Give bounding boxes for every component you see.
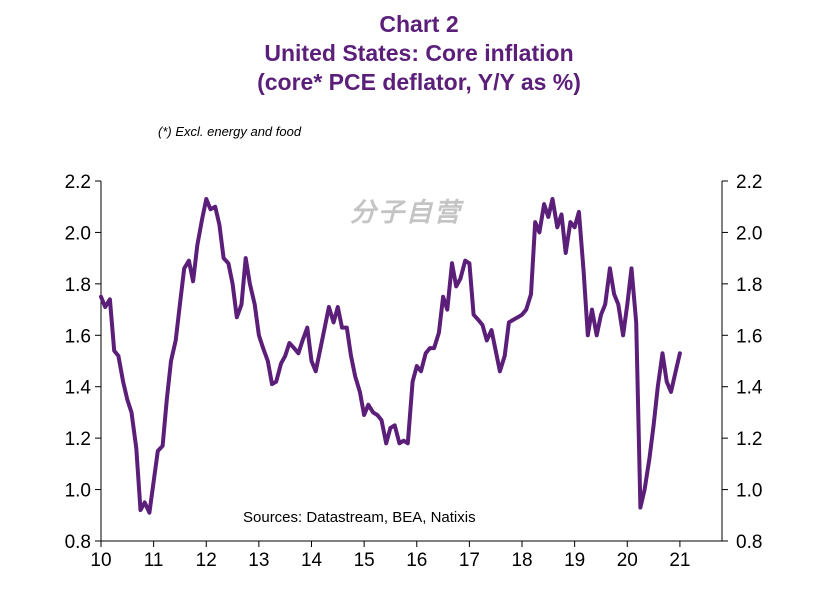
series-layer bbox=[99, 197, 682, 515]
y-tick-label-right: 1.0 bbox=[736, 481, 762, 502]
y-tick-label-left: 2.0 bbox=[65, 223, 91, 244]
x-tick-label: 19 bbox=[564, 550, 585, 571]
x-tick-label: 11 bbox=[144, 550, 164, 571]
y-tick-label-right: 2.2 bbox=[736, 172, 762, 193]
y-tick-label-right: 0.8 bbox=[736, 532, 762, 553]
x-tick-label: 16 bbox=[406, 550, 427, 571]
series-line-core-pce bbox=[99, 197, 682, 515]
x-tick-label: 21 bbox=[669, 550, 690, 571]
y-tick-label-right: 1.6 bbox=[736, 326, 762, 347]
y-tick-label-left: 2.2 bbox=[65, 172, 91, 193]
x-tick-label: 20 bbox=[617, 550, 638, 571]
x-tick-label: 14 bbox=[301, 550, 323, 571]
x-tick-label: 13 bbox=[248, 550, 269, 571]
y-tick-label-left: 1.0 bbox=[65, 481, 91, 502]
x-tick-label: 15 bbox=[354, 550, 375, 571]
chart-title-block: Chart 2 United States: Core inflation (c… bbox=[0, 10, 838, 97]
y-tick-label-right: 2.0 bbox=[736, 223, 762, 244]
chart-title: United States: Core inflation bbox=[264, 40, 574, 66]
y-tick-label-left: 1.8 bbox=[65, 275, 91, 296]
axes: 0.8 0.8 1.0 1.0 1.2 1.2 1.4 1.4 1.6 1.6 1.8 1.8 2.0 2… bbox=[65, 172, 763, 571]
x-tick-label: 10 bbox=[90, 550, 111, 571]
y-tick-label-left: 0.8 bbox=[65, 532, 91, 553]
chart-number: Chart 2 bbox=[379, 11, 459, 37]
watermark-logo: 分子自营 bbox=[350, 197, 463, 227]
y-tick-label-right: 1.8 bbox=[736, 275, 762, 296]
y-tick-label-right: 1.2 bbox=[736, 429, 762, 450]
x-tick-label: 18 bbox=[511, 550, 532, 571]
x-tick-label: 12 bbox=[196, 550, 217, 571]
y-tick-label-left: 1.2 bbox=[65, 429, 91, 450]
y-tick-label-left: 1.4 bbox=[65, 378, 92, 399]
chart-footnote: (*) Excl. energy and food bbox=[158, 124, 302, 139]
y-tick-label-right: 1.4 bbox=[736, 378, 763, 399]
x-tick-label: 17 bbox=[459, 550, 480, 571]
y-tick-label-left: 1.6 bbox=[65, 326, 91, 347]
source-annotation: Sources: Datastream, BEA, Natixis bbox=[243, 509, 476, 526]
chart-subtitle: (core* PCE deflator, Y/Y as %) bbox=[257, 69, 581, 95]
